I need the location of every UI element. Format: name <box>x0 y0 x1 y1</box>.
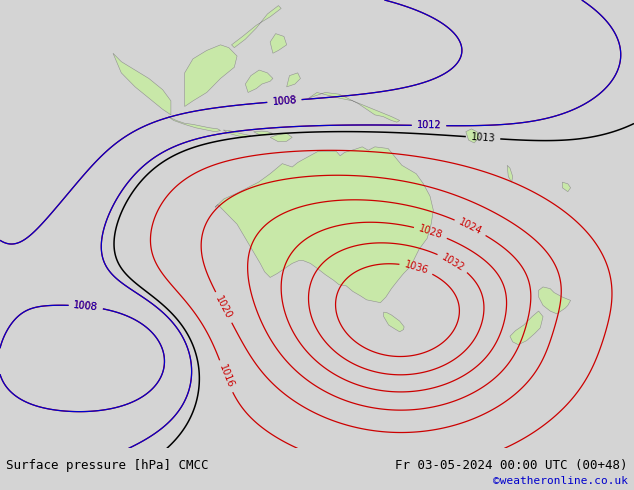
Text: 1028: 1028 <box>417 223 444 241</box>
Polygon shape <box>270 133 292 142</box>
Text: 1024: 1024 <box>457 217 484 237</box>
Text: 1016: 1016 <box>217 363 235 390</box>
Text: 1008: 1008 <box>272 95 297 107</box>
Polygon shape <box>466 129 480 143</box>
Text: 1008: 1008 <box>73 300 98 313</box>
Polygon shape <box>223 130 251 137</box>
Text: ©weatheronline.co.uk: ©weatheronline.co.uk <box>493 476 628 486</box>
Polygon shape <box>562 182 571 192</box>
Polygon shape <box>287 73 301 87</box>
Text: Fr 03-05-2024 00:00 UTC (00+48): Fr 03-05-2024 00:00 UTC (00+48) <box>395 459 628 472</box>
Polygon shape <box>510 311 543 344</box>
Text: Surface pressure [hPa] CMCC: Surface pressure [hPa] CMCC <box>6 459 209 472</box>
Polygon shape <box>254 131 273 135</box>
Text: 1008: 1008 <box>73 300 98 313</box>
Polygon shape <box>309 93 399 122</box>
Text: 1036: 1036 <box>403 260 429 276</box>
Polygon shape <box>270 34 287 53</box>
Text: 1020: 1020 <box>214 294 234 320</box>
Polygon shape <box>539 287 571 314</box>
Text: 1012: 1012 <box>417 121 441 131</box>
Polygon shape <box>215 147 433 303</box>
Polygon shape <box>384 312 404 332</box>
Polygon shape <box>184 45 237 106</box>
Text: 1012: 1012 <box>417 121 441 131</box>
Text: 1008: 1008 <box>272 95 297 107</box>
Polygon shape <box>245 70 273 93</box>
Polygon shape <box>168 117 221 132</box>
Polygon shape <box>507 165 513 182</box>
Text: 1013: 1013 <box>470 132 496 144</box>
Text: 1032: 1032 <box>440 252 466 273</box>
Polygon shape <box>113 53 171 115</box>
Polygon shape <box>231 5 281 48</box>
